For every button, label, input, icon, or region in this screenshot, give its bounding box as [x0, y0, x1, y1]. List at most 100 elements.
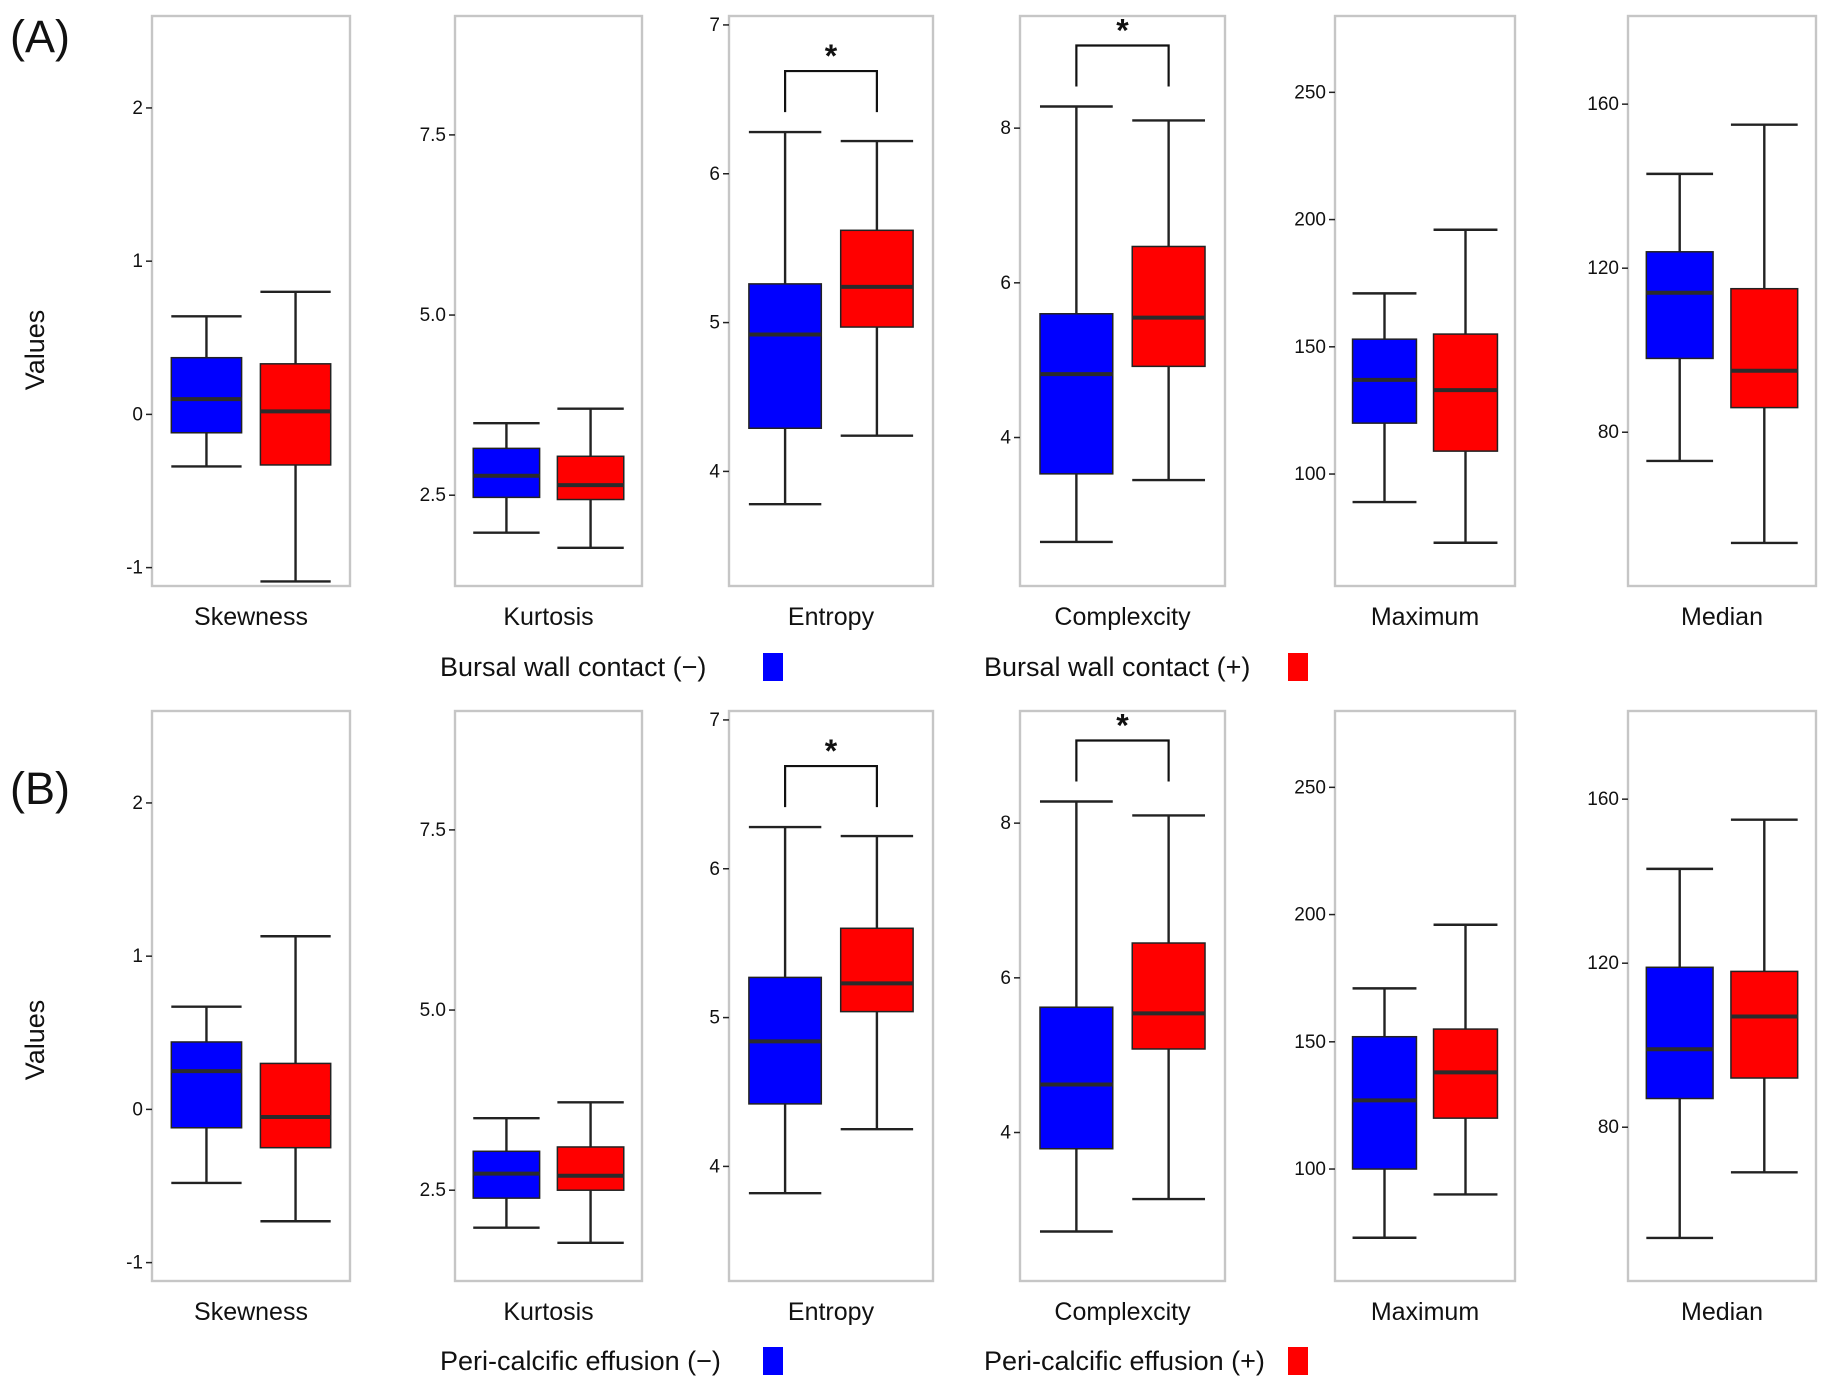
- y-tick-label: 80: [1598, 422, 1619, 443]
- y-axis-label: Values: [20, 1000, 50, 1081]
- y-tick-label: 4: [1000, 1123, 1011, 1144]
- plot-frame: [1626, 709, 1818, 1283]
- plots: -1 0 1 2 Skewness 2.5 5.0 7.5 Kurtosis 4 5 6 7 Entrop…: [126, 707, 1818, 1326]
- y-tick-label: 250: [1294, 777, 1326, 798]
- y-tick-label: 120: [1587, 953, 1619, 974]
- y-tick-label: 7: [709, 710, 720, 731]
- box-negative: [1039, 105, 1114, 544]
- legend-negative-swatch: [763, 653, 783, 681]
- y-tick-label: 2: [132, 793, 143, 814]
- y-tick-label: 0: [132, 404, 143, 425]
- plot-frame: [150, 709, 352, 1283]
- box-negative: [1351, 987, 1418, 1239]
- plots: -1 0 1 2 Skewness 2.5 5.0 7.5 Kurtosis 4 5 6 7 Entrop…: [126, 12, 1818, 631]
- box-iqr: [1039, 1006, 1114, 1150]
- y-tick-label: 100: [1294, 464, 1326, 485]
- box-positive: [259, 935, 332, 1223]
- panel-label: (A): [10, 11, 70, 62]
- significance-bracket: [784, 69, 878, 113]
- category-label: Kurtosis: [503, 1298, 593, 1326]
- panel-b: (B) Values -1 0 1 2 Skewness 2.5 5.0 7.5 Kurtosi…: [10, 707, 1818, 1376]
- box-positive: [1730, 818, 1799, 1174]
- y-tick-label: 80: [1598, 1117, 1619, 1138]
- legend-negative-label: Peri-calcific effusion (−): [440, 1346, 721, 1376]
- box-positive: [1131, 814, 1206, 1201]
- y-tick-label: 6: [1000, 968, 1011, 989]
- box-positive: [1131, 119, 1206, 482]
- significance-bracket: [784, 764, 878, 808]
- box-negative: [1039, 800, 1114, 1233]
- box-positive: [1730, 123, 1799, 545]
- box-iqr: [1131, 942, 1206, 1050]
- y-tick-label: 4: [1000, 428, 1011, 449]
- legend: Peri-calcific effusion (−) Peri-calcific…: [440, 1346, 1308, 1376]
- y-tick-label: 6: [709, 164, 720, 185]
- box-iqr: [556, 455, 625, 501]
- box-negative: [748, 130, 823, 506]
- y-tick-label: 150: [1294, 337, 1326, 358]
- category-label: Maximum: [1371, 1298, 1479, 1326]
- y-axis-label: Values: [20, 310, 50, 391]
- box-iqr: [170, 356, 243, 434]
- y-tick-label: 2: [132, 98, 143, 119]
- box-negative: [1645, 172, 1714, 463]
- box-iqr: [1351, 1035, 1418, 1170]
- box-iqr: [1730, 287, 1799, 409]
- box-iqr: [1131, 245, 1206, 368]
- y-tick-label: 4: [709, 1156, 720, 1177]
- box-iqr: [1645, 251, 1714, 360]
- box-negative: [170, 315, 243, 468]
- box-iqr: [1730, 970, 1799, 1079]
- y-tick-label: 250: [1294, 82, 1326, 103]
- box-iqr: [1432, 333, 1499, 452]
- subplot-kurtosis: 2.5 5.0 7.5 Kurtosis: [420, 709, 644, 1326]
- box-iqr: [748, 283, 823, 429]
- y-tick-label: -1: [126, 1253, 143, 1274]
- box-iqr: [839, 927, 914, 1013]
- category-label: Maximum: [1371, 603, 1479, 631]
- legend-positive-label: Bursal wall contact (+): [984, 652, 1250, 682]
- category-label: Median: [1681, 603, 1763, 631]
- plot-frame: [1333, 709, 1517, 1283]
- box-negative: [170, 1005, 243, 1185]
- subplot-maximum: 100 150 200 250 Maximum: [1294, 14, 1517, 631]
- category-label: Entropy: [788, 1298, 875, 1326]
- significance-bracket: [1075, 739, 1170, 782]
- y-tick-label: 5.0: [420, 1000, 446, 1021]
- y-tick-label: 2.5: [420, 485, 446, 506]
- box-positive: [839, 834, 914, 1131]
- category-label: Kurtosis: [503, 603, 593, 631]
- significance-star: *: [1116, 12, 1129, 48]
- y-tick-label: 2.5: [420, 1180, 446, 1201]
- box-positive: [1432, 228, 1499, 544]
- y-tick-label: 7: [709, 15, 720, 36]
- box-positive: [1432, 923, 1499, 1196]
- subplot-median: 80 120 160 Median: [1587, 709, 1818, 1326]
- y-tick-label: 8: [1000, 118, 1011, 139]
- y-tick-label: 100: [1294, 1159, 1326, 1180]
- y-tick-label: 200: [1294, 905, 1326, 926]
- category-label: Entropy: [788, 603, 875, 631]
- subplot-entropy: 4 5 6 7 Entropy *: [709, 14, 935, 631]
- box-positive: [839, 139, 914, 437]
- subplot-maximum: 100 150 200 250 Maximum: [1294, 709, 1517, 1326]
- box-iqr: [1645, 966, 1714, 1100]
- box-iqr: [556, 1146, 625, 1191]
- subplot-skewness: -1 0 1 2 Skewness: [126, 709, 352, 1326]
- box-negative: [472, 1116, 541, 1229]
- box-iqr: [839, 229, 914, 328]
- y-tick-label: 160: [1587, 789, 1619, 810]
- box-negative: [472, 421, 541, 534]
- subplot-median: 80 120 160 Median: [1587, 14, 1818, 631]
- plot-frame: [1626, 14, 1818, 588]
- y-tick-label: 120: [1587, 258, 1619, 279]
- box-iqr: [259, 1062, 332, 1149]
- plot-frame: [453, 14, 644, 588]
- category-label: Complexcity: [1054, 1298, 1191, 1326]
- plot-frame: [150, 14, 352, 588]
- subplot-entropy: 4 5 6 7 Entropy *: [709, 709, 935, 1326]
- box-positive: [556, 407, 625, 550]
- y-tick-label: 6: [709, 859, 720, 880]
- category-label: Skewness: [194, 1298, 308, 1326]
